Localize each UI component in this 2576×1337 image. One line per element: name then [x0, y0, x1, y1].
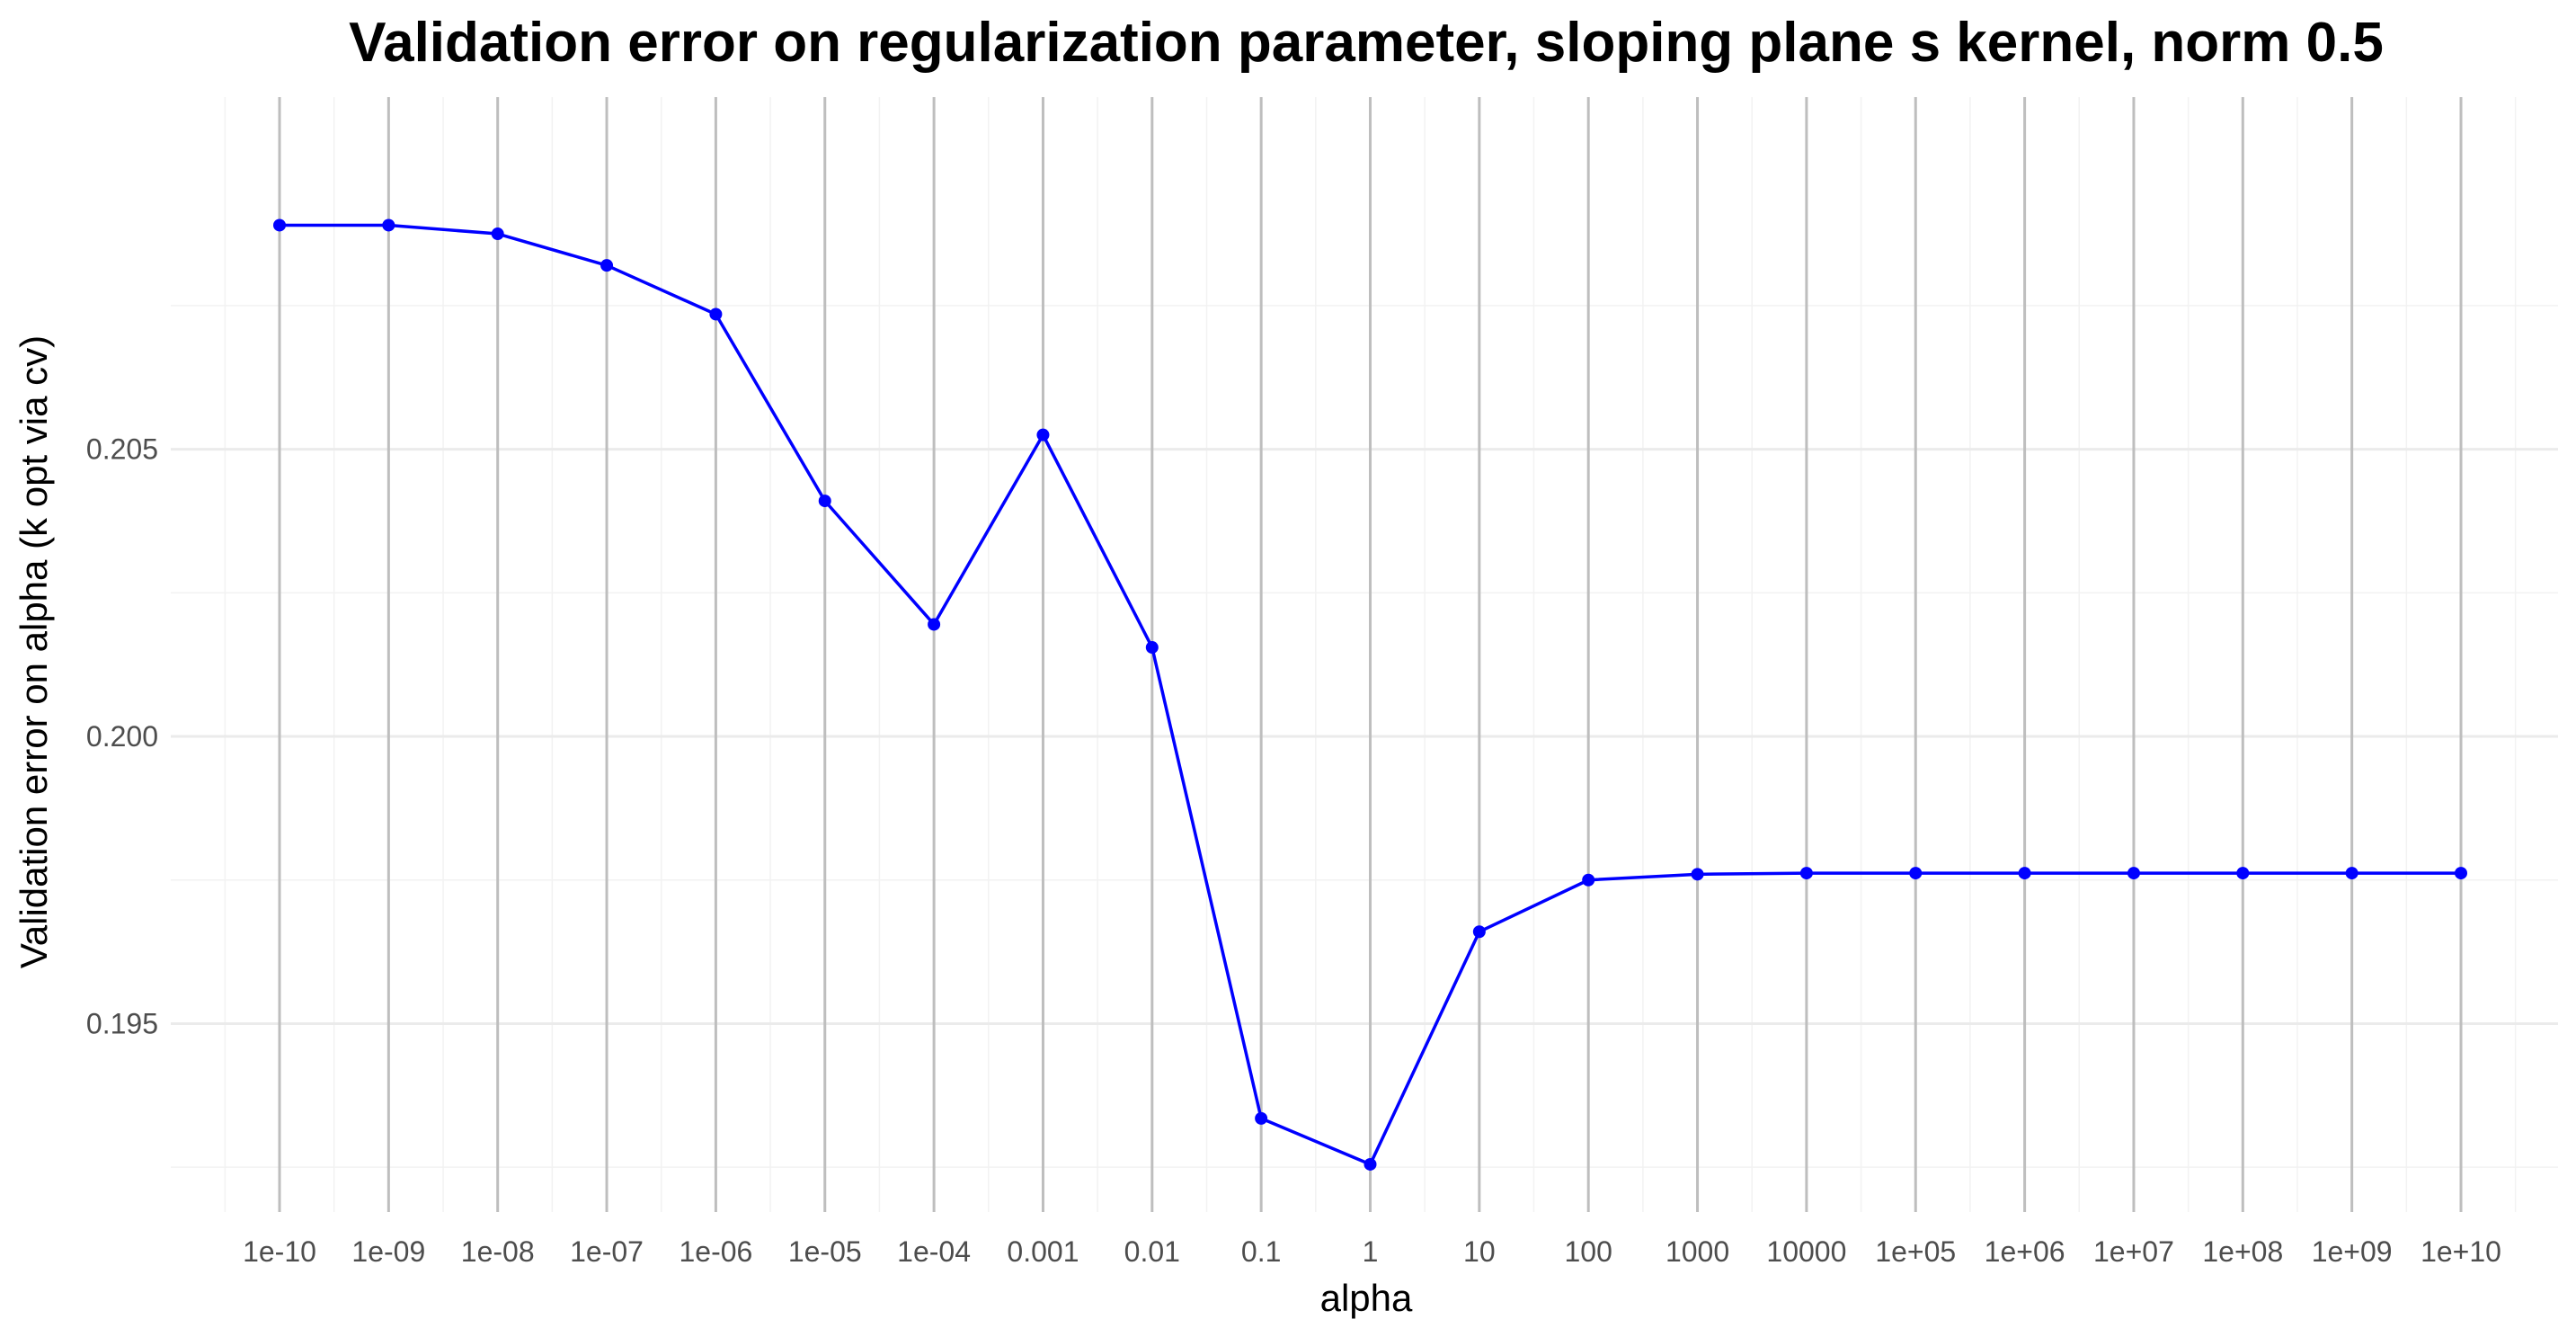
x-tick-label: 0.1 — [1241, 1235, 1281, 1268]
data-point — [2455, 867, 2467, 880]
y-tick-label: 0.205 — [86, 433, 158, 466]
data-point — [709, 308, 723, 321]
y-tick-label: 0.200 — [86, 720, 158, 753]
chart-title: Validation error on regularization param… — [349, 12, 2384, 74]
data-points — [273, 218, 2467, 1171]
data-point — [2127, 867, 2140, 880]
data-point — [1472, 925, 1486, 939]
x-tick-label: 0.001 — [1007, 1235, 1079, 1268]
x-tick-label: 10000 — [1766, 1235, 1846, 1268]
y-tick-label: 0.195 — [86, 1007, 158, 1039]
y-axis-ticks: 0.195 0.200 0.205 — [86, 433, 158, 1040]
x-tick-label: 1e-10 — [243, 1235, 316, 1268]
x-tick-label: 1e+07 — [2093, 1235, 2174, 1268]
x-tick-label: 0.01 — [1124, 1235, 1180, 1268]
data-point — [1255, 1111, 1268, 1125]
data-point — [382, 218, 395, 232]
grid — [171, 97, 2558, 1212]
x-tick-label: 1e-09 — [351, 1235, 425, 1268]
x-tick-label: 1e-07 — [570, 1235, 644, 1268]
x-tick-label: 1 — [1363, 1235, 1379, 1268]
data-point — [1036, 428, 1050, 441]
y-axis-title: Validation error on alpha (k opt via cv) — [13, 335, 55, 968]
x-axis-title: alpha — [1320, 1277, 1413, 1319]
x-tick-label: 1e+05 — [1875, 1235, 1956, 1268]
data-point — [2018, 867, 2031, 880]
data-point — [1582, 873, 1595, 887]
data-point — [2345, 867, 2358, 880]
x-tick-label: 1e-06 — [679, 1235, 752, 1268]
x-tick-label: 1e+06 — [1985, 1235, 2065, 1268]
data-point — [273, 218, 286, 232]
x-tick-label: 1e-08 — [461, 1235, 535, 1268]
data-point — [2236, 867, 2250, 880]
data-point — [491, 227, 504, 241]
data-point — [600, 259, 614, 272]
x-tick-label: 10 — [1463, 1235, 1496, 1268]
x-tick-label: 1e+10 — [2421, 1235, 2501, 1268]
data-point — [1909, 867, 1923, 880]
x-tick-label: 1e-04 — [897, 1235, 971, 1268]
data-point — [1364, 1157, 1377, 1171]
x-tick-label: 1000 — [1666, 1235, 1729, 1268]
data-point — [818, 495, 831, 508]
x-tick-label: 1e+09 — [2312, 1235, 2393, 1268]
x-tick-label: 100 — [1565, 1235, 1612, 1268]
data-point — [1145, 641, 1159, 655]
data-point — [1691, 868, 1704, 881]
x-axis-ticks: 1e-10 1e-09 1e-08 1e-07 1e-06 1e-05 1e-04 0.001… — [243, 1235, 2501, 1268]
x-tick-label: 1e+08 — [2202, 1235, 2283, 1268]
x-tick-label: 1e-05 — [788, 1235, 862, 1268]
data-point — [928, 618, 941, 631]
data-point — [1799, 867, 1813, 880]
